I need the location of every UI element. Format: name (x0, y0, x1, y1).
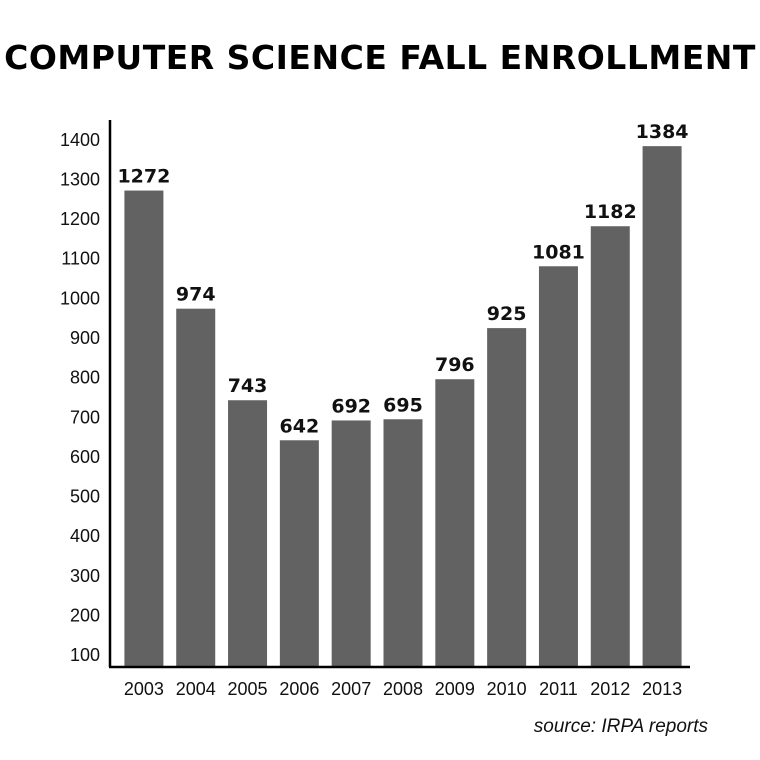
bar-2011 (538, 266, 578, 667)
y-tick-label-1000: 1000 (60, 288, 100, 308)
bars (124, 146, 682, 668)
bar-2010 (487, 328, 527, 667)
x-tick-label-2004: 2004 (176, 679, 216, 699)
y-tick-label-400: 400 (70, 526, 100, 546)
y-tick-label-200: 200 (70, 605, 100, 625)
y-axis-ticks: 100 200 300 400 500 600 700 800 900 1000 1100 1200 1… (60, 130, 100, 665)
x-tick-label-2010: 2010 (487, 679, 527, 699)
bar-2003 (124, 190, 164, 668)
data-label-2008: 695 (383, 394, 423, 416)
bar-2009 (435, 379, 475, 667)
data-labels: 1272 974 743 642 692 695 796 925 1081 1182 1384 (117, 121, 688, 437)
data-label-2007: 692 (331, 395, 371, 417)
x-tick-label-2007: 2007 (331, 679, 371, 699)
data-label-2010: 925 (487, 303, 527, 325)
x-tick-label-2006: 2006 (279, 679, 319, 699)
data-label-2012: 1182 (584, 201, 637, 223)
data-label-2013: 1384 (636, 121, 689, 143)
data-label-2006: 642 (280, 415, 320, 437)
y-tick-label-1300: 1300 (60, 169, 100, 189)
bar-2004 (176, 308, 216, 667)
y-tick-label-600: 600 (70, 447, 100, 467)
data-label-2005: 743 (228, 375, 268, 397)
y-tick-label-300: 300 (70, 566, 100, 586)
x-tick-label-2008: 2008 (383, 679, 423, 699)
x-tick-label-2011: 2011 (539, 679, 578, 699)
data-label-2011: 1081 (532, 241, 585, 263)
data-label-2009: 796 (435, 354, 475, 376)
x-tick-label-2009: 2009 (435, 679, 475, 699)
y-tick-label-900: 900 (70, 328, 100, 348)
y-tick-label-700: 700 (70, 407, 100, 427)
data-label-2003: 1272 (117, 166, 170, 188)
bar-2008 (383, 419, 423, 667)
y-tick-label-500: 500 (70, 487, 100, 507)
source-note: source: IRPA reports (533, 716, 708, 737)
bar-2007 (331, 420, 371, 667)
x-tick-label-2013: 2013 (642, 679, 682, 699)
bar-2006 (279, 440, 319, 667)
x-axis-ticks: 2003 2004 2005 2006 2007 2008 2009 2010 2011 2012… (124, 679, 682, 699)
y-tick-label-1100: 1100 (61, 249, 100, 269)
x-tick-label-2012: 2012 (590, 679, 630, 699)
y-tick-label-1200: 1200 (60, 209, 100, 229)
y-tick-label-800: 800 (70, 368, 100, 388)
chart-title: COMPUTER SCIENCE FALL ENROLLMENT (4, 38, 756, 77)
bar-2005 (228, 400, 268, 667)
x-tick-label-2005: 2005 (228, 679, 268, 699)
data-label-2004: 974 (176, 284, 216, 306)
y-tick-label-1400: 1400 (60, 130, 100, 150)
bar-2012 (590, 226, 630, 667)
bar-2013 (642, 146, 682, 667)
y-tick-label-100: 100 (70, 645, 100, 665)
x-tick-label-2003: 2003 (124, 679, 164, 699)
